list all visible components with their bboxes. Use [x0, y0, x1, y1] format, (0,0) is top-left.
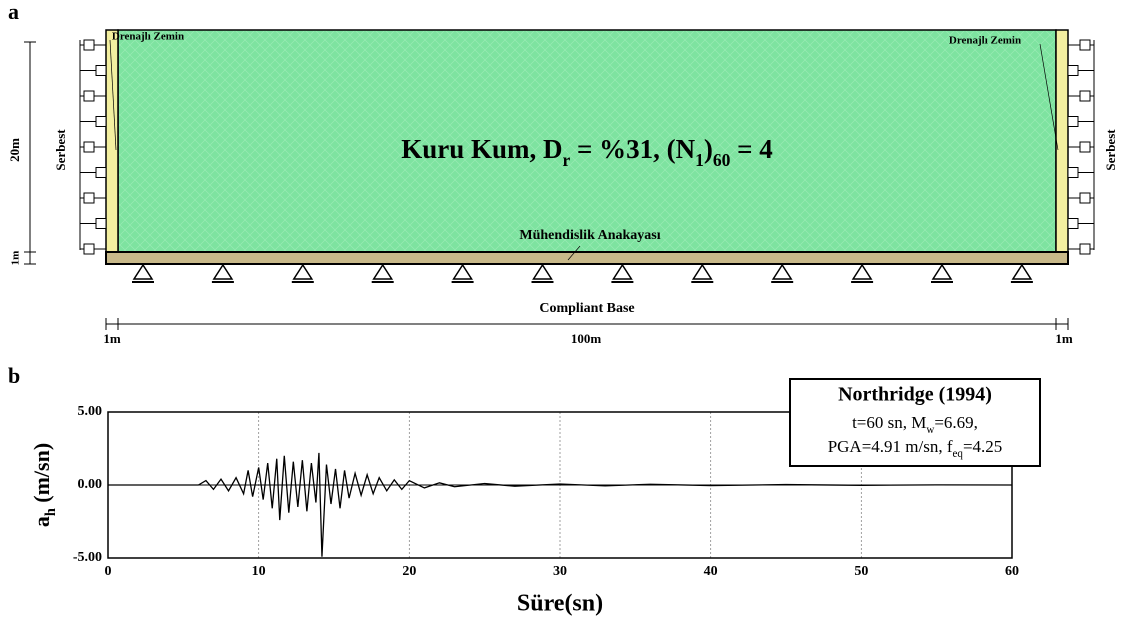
damper — [1079, 192, 1091, 204]
text-piece: 1 — [695, 150, 704, 170]
dimension-label: 1m — [10, 251, 22, 266]
x-tick-label: 10 — [252, 564, 266, 579]
support — [1011, 263, 1033, 280]
support — [532, 263, 553, 280]
text-piece: PGA=4.91 m/sn, f — [828, 437, 953, 456]
drain-label: Drenajlı Zemin — [949, 35, 1021, 47]
x-axis-label: Süre(sn) — [517, 591, 603, 617]
text-piece: h — [43, 508, 59, 516]
x-tick-label: 30 — [553, 564, 567, 579]
panel-label: b — [8, 363, 20, 388]
drain-strip — [105, 29, 119, 253]
support — [612, 263, 633, 280]
text-piece: a — [29, 516, 54, 527]
drain-label: Drenajlı Zemin — [112, 31, 184, 43]
dimension-label: 1m — [1055, 331, 1073, 346]
x-tick-label: 40 — [704, 564, 718, 579]
text-piece: t=60 sn, M — [852, 413, 926, 432]
soil-layer — [117, 29, 1057, 253]
damper — [95, 218, 107, 229]
dimension-label: 20m — [7, 138, 22, 162]
leader-line — [109, 39, 117, 151]
boundary-dampers — [79, 39, 1095, 255]
support — [212, 263, 234, 280]
text-piece: w — [926, 424, 934, 436]
damper — [1079, 39, 1091, 51]
text-piece: ) — [704, 134, 713, 164]
supports — [132, 263, 1033, 283]
support — [372, 263, 394, 280]
text-piece: Kuru Kum, D — [401, 134, 562, 164]
damper — [95, 116, 107, 127]
damper — [95, 65, 107, 76]
annotation-box — [789, 378, 1041, 467]
height-dimension — [24, 41, 36, 265]
damper — [1067, 65, 1079, 76]
bedrock-layer — [105, 251, 1069, 265]
x-tick-label: 50 — [854, 564, 868, 579]
dimension-label: 100m — [571, 331, 602, 346]
base-label: Compliant Base — [539, 301, 634, 316]
boundary-label: Serbest — [1103, 129, 1118, 171]
soil-label: Kuru Kum, Dr = %31, (N1)60 = 4 — [401, 134, 773, 170]
x-tick-label: 0 — [105, 564, 112, 579]
damper — [1067, 116, 1079, 127]
leader-line — [567, 245, 581, 261]
panel-label: a — [8, 0, 19, 24]
series-line — [108, 452, 1013, 557]
support — [931, 263, 953, 280]
support — [452, 263, 473, 280]
y-tick-label: 0.00 — [78, 477, 103, 492]
damper — [83, 90, 95, 102]
leader-line — [1039, 43, 1059, 151]
text-piece: 60 — [713, 150, 731, 170]
support — [691, 263, 713, 280]
damper — [1067, 167, 1079, 178]
y-tick-label: 5.00 — [78, 404, 103, 419]
x-tick-label: 60 — [1005, 564, 1019, 579]
x-tick-label: 20 — [402, 564, 416, 579]
text-piece: r — [562, 150, 570, 170]
drain-strip — [1055, 29, 1069, 253]
boundary-label: Serbest — [53, 129, 68, 171]
text-piece: eq — [953, 448, 964, 460]
text-piece: =4.25 — [963, 437, 1002, 456]
damper — [83, 192, 95, 204]
dimension-label: 1m — [103, 331, 121, 346]
damper — [1079, 90, 1091, 102]
damper — [83, 243, 95, 255]
text-piece: = 4 — [730, 134, 772, 164]
support — [851, 263, 873, 280]
support — [132, 263, 154, 280]
bedrock-label: Mühendislik Anakayası — [519, 228, 660, 243]
text-piece: =6.69, — [934, 413, 978, 432]
text-piece: = %31, (N — [570, 134, 695, 164]
annotation-title: Northridge (1994) — [838, 384, 992, 406]
support — [292, 263, 314, 280]
damper — [83, 141, 95, 153]
annotation-line: PGA=4.91 m/sn, feq=4.25 — [828, 437, 1003, 460]
damper — [1079, 243, 1091, 255]
damper — [83, 39, 95, 51]
support — [771, 263, 793, 280]
text-piece: (m/sn) — [29, 443, 54, 508]
annotation-line: t=60 sn, Mw=6.69, — [852, 413, 978, 436]
y-axis-label: ah (m/sn) — [29, 443, 59, 527]
damper — [95, 167, 107, 178]
width-dimension — [105, 318, 1069, 330]
damper — [1079, 141, 1091, 153]
chart: 0 10 20 30 40 50 60 -5.00 0.00 5.00 Süre(sn) ah (m/… — [29, 378, 1041, 617]
damper — [1067, 218, 1079, 229]
y-tick-label: -5.00 — [73, 550, 102, 565]
